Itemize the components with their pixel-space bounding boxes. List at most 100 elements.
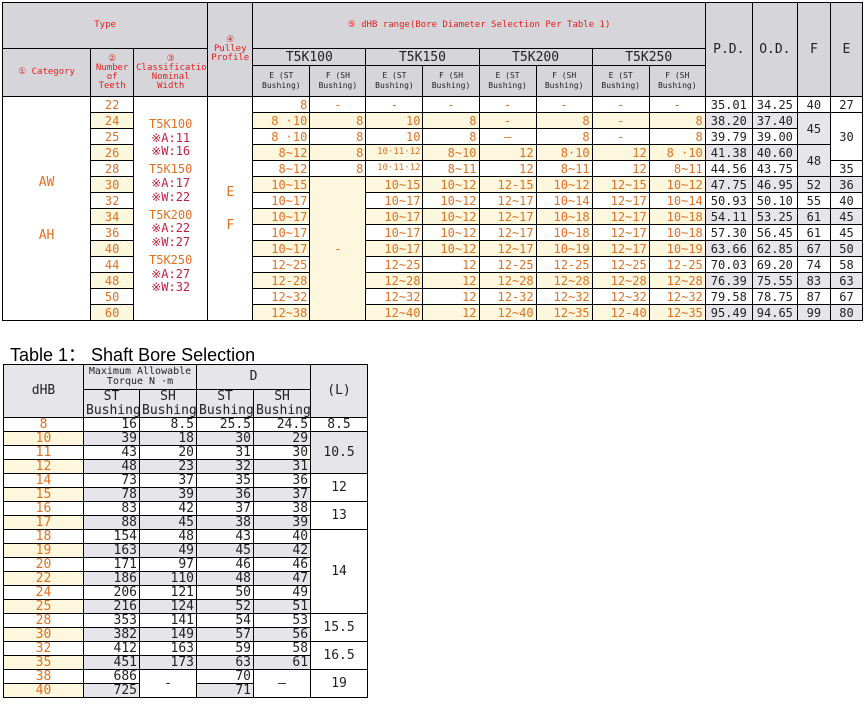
range-cell: 8 <box>309 128 367 145</box>
range-cell: 10~17 <box>252 208 311 225</box>
range-cell: 8 <box>535 128 593 145</box>
range-cell: 12~25 <box>591 256 650 273</box>
sh-torque-cell: 23 <box>138 459 198 475</box>
range-cell: 10~17 <box>365 240 424 257</box>
range-cell: 12~32 <box>365 288 424 305</box>
table-row: 18 154 48 43 40 14 <box>3 529 369 615</box>
dhb-cell: 35 <box>3 655 84 671</box>
sh-torque-cell: 8.5 <box>138 417 198 433</box>
e-st-bushing-header: E (ST Bushing) <box>478 65 537 97</box>
sh-d-cell: 61 <box>253 655 312 671</box>
range-cell: 8 ·10 <box>252 112 311 129</box>
table-row: 11 43 20 31 30 <box>3 445 368 461</box>
shaft-bore-table: dHB Maximum Allowable Torque N ·m D (L) … <box>3 363 369 699</box>
l-cell: 13 <box>310 501 369 531</box>
pulley-profile-header: ④ Pulley Profile <box>207 2 254 97</box>
table-row: 40 10~17 10~17 10~12 12~17 10~19 12~17 10~19 63.… <box>3 240 864 257</box>
range-cell: 12~17 <box>591 192 650 209</box>
e-cell: 63 <box>829 272 864 289</box>
pd-cell: 50.93 <box>704 192 753 209</box>
e-cell: 27 <box>829 96 864 113</box>
sh-d-cell: – <box>253 669 312 699</box>
sh-torque-cell: 124 <box>138 599 198 615</box>
sh-d-cell: 42 <box>253 543 312 559</box>
range-cell: 12~17 <box>591 224 650 241</box>
od-cell: 37.40 <box>751 112 798 129</box>
table-row: 25 8 ·10 8 10 8–8-8 39.79 39.00 <box>3 128 863 145</box>
e-header: E <box>829 2 864 97</box>
range-cell: 8 ·10 <box>252 128 311 145</box>
st-torque-cell: 686 <box>83 669 140 685</box>
st-torque-cell: 382 <box>83 627 140 643</box>
teeth-cell: 28 <box>90 160 135 177</box>
classification-group: T5K100 ※A:11 ※W:16 <box>136 117 205 159</box>
dhb-cell: 16 <box>3 501 84 517</box>
st-d-cell: 57 <box>196 627 255 643</box>
classification-w: ※W:16 <box>151 144 191 159</box>
pd-cell: 35.01 <box>704 96 753 113</box>
range-cell: 12 <box>591 144 650 161</box>
st-d-cell: 48 <box>196 571 255 587</box>
e-cell: 40 <box>829 192 864 209</box>
st-d-cell: 71 <box>196 683 255 699</box>
range-cell: 10·11·12 <box>365 144 424 161</box>
table-row: 26 8~12 8 10·11·12 8~10 12 8·10 12 8 ·10 41.38 40.… <box>3 144 863 177</box>
sh-torque-cell: 110 <box>138 571 198 587</box>
range-cell: 12-25 <box>535 256 593 273</box>
classification-a: ※A:22 <box>151 221 191 236</box>
st-torque-cell: 451 <box>83 655 140 671</box>
teeth-cell: 30 <box>90 176 135 193</box>
range-cell: 12 <box>422 288 480 305</box>
range-cell: - <box>478 112 537 129</box>
range-cell: 10·11·12 <box>365 160 424 177</box>
range-cell: 12~40 <box>478 304 537 321</box>
range-cell: 8 <box>309 160 367 177</box>
st-d-cell: 38 <box>196 515 255 531</box>
range-cell: 12-15 <box>478 176 537 193</box>
f-sh-bushing-header: F (SH Bushing) <box>309 65 367 97</box>
pd-cell: 38.20 <box>704 112 753 129</box>
sh-torque-cell: 163 <box>138 641 198 657</box>
range-cell: 12~28 <box>591 272 650 289</box>
classification-a: ※A:17 <box>151 175 191 190</box>
range-cell: 10~12 <box>422 240 480 257</box>
sh-d-cell: 24.5 <box>253 417 312 433</box>
range-cell: 12 <box>422 304 480 321</box>
e-st-bushing-header: E (ST Bushing) <box>252 65 311 97</box>
pd-cell: 57.30 <box>704 224 753 241</box>
e-cell: 35 <box>829 160 864 177</box>
range-cell: 12~35 <box>648 304 706 321</box>
range-cell: 10~17 <box>365 208 424 225</box>
classification-a: ※A:11 <box>151 130 191 145</box>
pd-cell: 95.49 <box>704 304 753 321</box>
sh-torque-cell: 37 <box>138 473 198 489</box>
od-cell: 43.75 <box>751 160 798 177</box>
teeth-cell: 50 <box>90 288 135 305</box>
l-cell: 19 <box>310 669 369 699</box>
range-cell: 8 ·10 <box>648 144 706 161</box>
range-cell: 10~12 <box>422 208 480 225</box>
teeth-cell: 48 <box>90 272 135 289</box>
sh-d-cell: 29 <box>253 431 312 447</box>
e-st-bushing-header: E (ST Bushing) <box>591 65 650 97</box>
st-torque-cell: 725 <box>83 683 140 699</box>
category-value: AW <box>38 174 55 190</box>
range-cell: 10~12 <box>422 224 480 241</box>
pulley-profile-value: E <box>226 184 235 200</box>
e-cell: 80 <box>829 304 864 321</box>
st-torque-cell: 83 <box>83 501 140 517</box>
sh-d-cell: 58 <box>253 641 312 657</box>
st-d-cell: 63 <box>196 655 255 671</box>
sh-d-cell: 53 <box>253 613 312 629</box>
st-d-cell: 43 <box>196 529 255 545</box>
teeth-cell: 60 <box>90 304 135 321</box>
e-cell: 45 <box>829 208 864 225</box>
dhb-cell: 17 <box>3 515 84 531</box>
range-cell: 12 <box>478 144 537 161</box>
table-row: 10 39 18 30 29 10.5 <box>3 431 369 475</box>
range-cell: 8 <box>648 128 706 145</box>
type-header: Type <box>1 2 209 49</box>
range-cell: 8 <box>535 112 593 129</box>
e-cell: 58 <box>829 256 864 273</box>
range-cell: 12~28 <box>365 272 424 289</box>
